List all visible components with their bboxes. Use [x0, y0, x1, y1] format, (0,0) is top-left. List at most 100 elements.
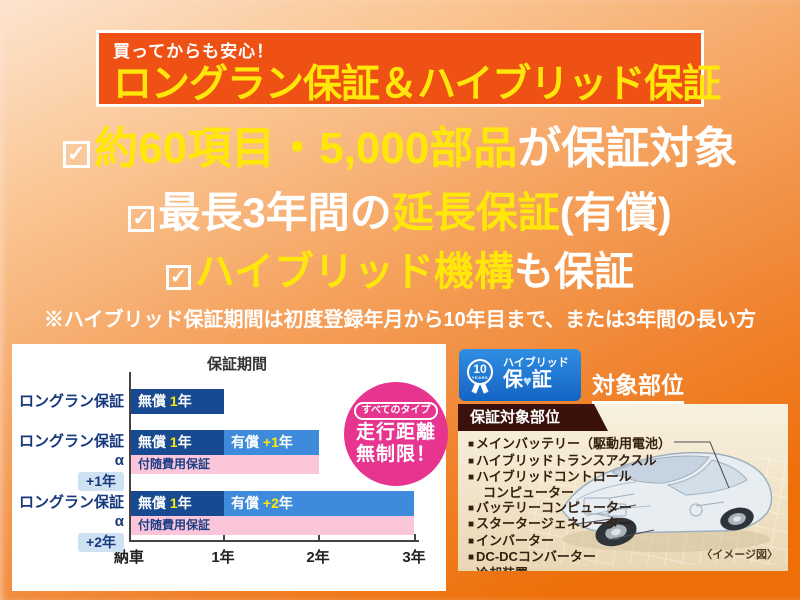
banner-tagline: 買ってからも安心！ [113, 42, 275, 61]
bullet-icon: ■ [468, 472, 475, 483]
bar-paid-row1: 有償 +1年 [224, 430, 319, 455]
row-label-longrun: ロングラン保証 [18, 393, 124, 410]
part-hybrid-control-cont: コンピューター [468, 484, 671, 500]
part-label: メインバッテリー（駆動用電池） [476, 436, 672, 451]
unlimited-mileage-badge: すべてのタイプ 走行距離 無制限！ [344, 382, 448, 486]
benefit-parts-highlight: 約60項目・5,000部品 [94, 124, 518, 173]
bar-num: +1 [262, 434, 279, 450]
part-label: コンピューター [483, 484, 575, 500]
parts-box-title: 保証対象部位 [458, 404, 608, 431]
row-label-alpha2: ロングラン保証α +2年 [14, 493, 124, 552]
bullet-icon: ■ [468, 502, 475, 514]
benefit-extension-rest: (有償) [559, 189, 672, 236]
bar-num: 1 [169, 434, 178, 450]
part-label: ハイブリッドトランスアクスル [476, 452, 657, 468]
bar-num: 1 [169, 393, 178, 409]
part-inverter: ■ インバーター [468, 533, 671, 550]
bar-paid-row2: 有償 +2年 [224, 491, 414, 516]
bullet-icon: ■ [468, 455, 475, 467]
bar-unit: 年 [177, 434, 192, 450]
axis-label-3y: 3年 [402, 549, 426, 566]
hybrid-badge-text: ハイブリッド 保♥証 [503, 357, 569, 393]
bar-unit: 年 [278, 434, 293, 450]
check-icon: ✓ [132, 207, 151, 231]
plus-two-year-pill: +2年 [78, 533, 124, 552]
benefit-line-extension: ✓ 最長3年間の延長保証(有償) [0, 183, 800, 243]
part-label: ハイブリッドコントロール [476, 469, 632, 484]
bar-text: 無償 [138, 495, 166, 511]
bar-num: +2 [262, 495, 279, 511]
title-banner: 買ってからも安心！ ロングラン保証＆ハイブリッド保証 [96, 30, 721, 107]
axis-label-2y: 2年 [306, 549, 330, 566]
bar-unit: 年 [177, 495, 192, 511]
warranty-chart-panel: 保証期間 納車 1年 2年 3年 ロングラン保証 無償 1年 ロングラン保証α … [12, 344, 448, 591]
part-label: バッテリーコンピューター [476, 499, 633, 515]
hybrid-badge-top: ハイブリッド [503, 357, 569, 369]
bar-unit: 年 [177, 393, 192, 409]
target-parts-link[interactable]: 対象部位 [592, 366, 684, 404]
bar-incidental-row1: 付随費用保証 [131, 455, 319, 474]
row-label-text: ロングラン保証α [18, 433, 124, 469]
part-main-battery: ■ メインバッテリー（駆動用電池） [468, 436, 671, 453]
check-icon: ✓ [170, 266, 187, 289]
bar-num: 1 [169, 495, 178, 511]
bullet-icon: ■ [468, 439, 475, 450]
parts-list: ■ メインバッテリー（駆動用電池） ■ ハイブリッドトランスアクスル ■ ハイブリッド… [468, 436, 671, 571]
benefit-hybrid-rest: も保証 [514, 250, 634, 294]
chart-title: 保証期間 [206, 356, 267, 373]
medal-years: 10 [473, 362, 487, 376]
bar-unit: 年 [278, 495, 293, 511]
bar-text: 無償 [138, 393, 166, 409]
mileage-line2: 無制限！ [355, 444, 436, 465]
axis-label-1y: 1年 [211, 549, 235, 566]
benefit-extension-highlight: 延長保証 [391, 189, 560, 236]
tick-2y [318, 534, 320, 540]
part-label: インバーター [476, 532, 555, 548]
benefit-line-parts: ✓ 約60項目・5,000部品が保証対象 [0, 118, 800, 180]
covered-parts-box: 保証対象部位 ■ メインバッテリー（駆動用電池） ■ ハイブリッドトランスアクスル … [458, 404, 788, 571]
checkbox-icon: ✓ [166, 265, 191, 290]
part-label: DC-DCコンバーター [476, 549, 596, 564]
benefit-parts-rest: が保証対象 [517, 124, 738, 173]
all-types-pill: すべてのタイプ [353, 402, 439, 420]
bar-free-row2: 無償 1年 [131, 491, 224, 516]
mileage-line1: 走行距離 [355, 422, 436, 443]
benefit-line-hybrid: ✓ ハイブリッド機構も保証 [0, 243, 800, 301]
part-cooling: ■冷却装置 [468, 566, 671, 572]
tick-1y [223, 534, 225, 540]
tick-3y [414, 534, 416, 540]
part-battery-computer: ■ バッテリーコンピューター [468, 500, 671, 517]
benefit-extension-pre: 最長3年間の [158, 189, 392, 236]
part-transaxle: ■ ハイブリッドトランスアクスル [468, 453, 671, 470]
part-label: 冷却装置 [476, 566, 528, 572]
plus-one-year-pill: +1年 [78, 472, 124, 491]
checkbox-icon: ✓ [62, 140, 90, 168]
axis-label-delivery: 納車 [113, 549, 144, 566]
medal-years-label: YEARS [471, 375, 489, 380]
bullet-icon: ■ [468, 535, 475, 547]
part-label: スタータージェネレーター [476, 516, 632, 531]
bar-text: 有償 [231, 434, 259, 450]
benefit-hybrid-highlight: ハイブリッド機構 [194, 250, 514, 294]
bar-free-row0: 無償 1年 [131, 389, 224, 414]
part-dcdc-converter: ■ DC-DCコンバーター [468, 549, 671, 566]
bar-text: 無償 [138, 434, 166, 450]
bullet-icon: ■ [468, 519, 475, 530]
part-starter-generator: ■ スタータージェネレーター [468, 516, 671, 533]
part-hybrid-control: ■ ハイブリッドコントロール [468, 469, 671, 486]
hybrid-warranty-note: ※ハイブリッド保証期間は初度登録年月から10年目まで、または3年間の長い方 [43, 309, 757, 331]
chart-x-axis [129, 540, 419, 542]
check-icon: ✓ [67, 141, 86, 167]
hybrid-badge-right: 証 [531, 369, 552, 391]
bar-free-row1: 無償 1年 [131, 430, 224, 455]
hybrid-badge-bottom: 保♥証 [503, 369, 569, 393]
bar-incidental-row2: 付随費用保証 [131, 516, 414, 535]
heart-icon: ♥ [523, 373, 532, 390]
checkbox-icon: ✓ [128, 205, 155, 232]
chart-y-axis [129, 372, 131, 542]
ten-years-medal-icon: 10 YEARS [465, 359, 497, 394]
page-title: ロングラン保証＆ハイブリッド保証 [113, 63, 721, 106]
bar-text: 有償 [231, 495, 259, 511]
bullet-icon: ■ [468, 552, 475, 563]
